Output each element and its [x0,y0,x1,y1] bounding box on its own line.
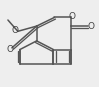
Text: O: O [87,22,94,31]
Text: O: O [12,25,19,35]
Text: O: O [69,12,76,21]
Text: O: O [6,45,13,54]
